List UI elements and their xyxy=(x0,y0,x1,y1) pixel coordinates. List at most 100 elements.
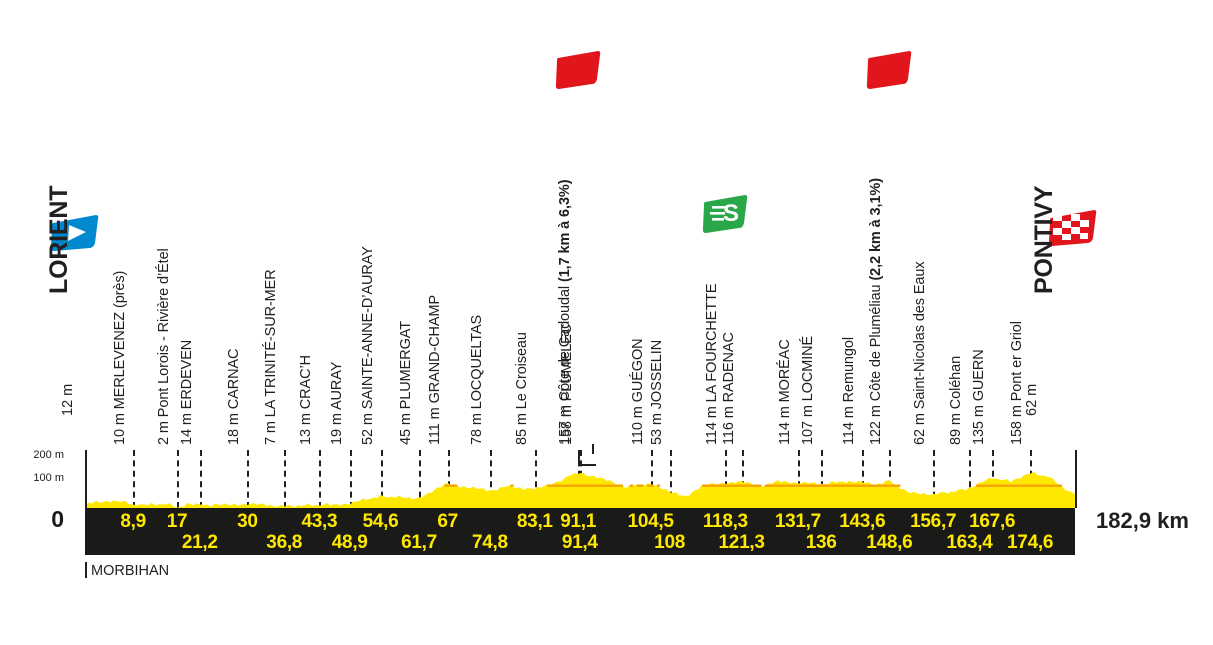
km-marker-label: 163,4 xyxy=(946,532,993,553)
town-altitude: 158 m xyxy=(1009,401,1026,445)
town-name: CRAC’H xyxy=(298,355,315,410)
town-label: 10 m MERLEVENEZ (près) xyxy=(112,271,128,445)
town-altitude: 89 m xyxy=(948,409,965,445)
elevation-profile-area xyxy=(85,450,1075,508)
town-label: 18 m CARNAC xyxy=(226,349,242,445)
town-name: Le Croiseau xyxy=(513,332,530,410)
climb-category-flag-icon xyxy=(555,48,601,94)
town-altitude: 107 m xyxy=(800,401,817,445)
marker-dash-line xyxy=(741,450,744,508)
town-altitude: 14 m xyxy=(178,409,195,445)
town-altitude: 13 m xyxy=(298,409,315,445)
km-marker-label: 118,3 xyxy=(702,511,748,532)
town-altitude: 2 m xyxy=(156,417,173,445)
km-marker-label: 108 xyxy=(654,532,685,553)
town-name: GUÉGON xyxy=(629,338,646,403)
marker-dash-line xyxy=(725,450,728,508)
department-tick xyxy=(85,562,87,578)
km-marker-label: 143,6 xyxy=(839,511,886,532)
total-distance: 182,9 km xyxy=(1096,508,1189,533)
km-marker-label: 83,1 xyxy=(516,511,553,532)
town-altitude: 18 m xyxy=(226,409,243,445)
town-label: 111 m GRAND-CHAMP xyxy=(427,295,443,445)
km-marker-label: 30 xyxy=(237,511,258,532)
town-altitude: 53 m xyxy=(648,409,665,445)
town-altitude: 122 m xyxy=(868,401,885,445)
town-altitude: 158 m xyxy=(558,401,575,445)
marker-dash-line xyxy=(199,450,202,508)
profile-area xyxy=(85,471,1075,508)
marker-dash-line xyxy=(797,450,800,508)
km-marker-label: 174,6 xyxy=(1007,532,1054,553)
axis-tick-100m: 100 m xyxy=(33,472,64,484)
town-altitude: 114 m xyxy=(776,402,793,445)
town-label: 114 m Remungol xyxy=(841,337,857,445)
town-name: CARNAC xyxy=(226,348,243,410)
marker-dash-line xyxy=(247,450,250,508)
town-name: PLUMERGAT xyxy=(397,320,414,410)
checkered-finish-flag-icon xyxy=(1048,208,1098,248)
svg-text:S: S xyxy=(723,200,739,227)
town-altitude: 62 m xyxy=(912,409,929,445)
town-label: 19 m AURAY xyxy=(329,362,345,445)
marker-dash-line xyxy=(669,450,672,508)
town-altitude: 10 m xyxy=(112,409,129,445)
km-marker-label: 91,1 xyxy=(560,511,596,532)
town-name: Pont er Griol xyxy=(1009,321,1026,402)
km-marker-label: 43,3 xyxy=(301,511,338,532)
town-name: Remungol xyxy=(841,337,858,403)
town-name: GRAND-CHAMP xyxy=(426,294,443,404)
km-marker-label: 136 xyxy=(805,532,837,553)
marker-dash-line xyxy=(821,450,824,508)
town-altitude: 114 m xyxy=(704,402,721,445)
km-marker-label: 21,2 xyxy=(181,532,218,553)
town-name: ERDEVEN xyxy=(178,339,195,410)
town-name: AURAY xyxy=(328,361,345,411)
town-altitude: 135 m xyxy=(971,401,988,445)
climb-stats: (1,7 km à 6,3%) xyxy=(557,179,574,283)
marker-dash-line xyxy=(650,450,653,508)
town-name: MORÉAC xyxy=(776,339,793,403)
km-marker-label: 36,8 xyxy=(266,532,303,553)
finish-axis-line xyxy=(1075,450,1077,508)
town-name: JOSSELIN xyxy=(648,339,665,410)
marker-dash-line xyxy=(862,450,865,508)
town-name: PLUMELEC xyxy=(558,323,575,402)
town-label: 62 m Saint-Nicolas des Eaux xyxy=(912,262,928,445)
town-altitude: 85 m xyxy=(513,409,530,445)
marker-dash-line xyxy=(380,450,383,508)
town-label: 13 m CRAC’H xyxy=(298,355,314,445)
marker-dash-line xyxy=(447,450,450,508)
km-marker-label: 74,8 xyxy=(471,532,508,553)
town-label: 53 m JOSSELIN xyxy=(649,340,665,445)
town-label: 2 m Pont Lorois - Rivière d’Étel xyxy=(156,248,172,445)
marker-dash-line xyxy=(133,450,136,508)
start-altitude: 12 m xyxy=(60,383,76,416)
marker-dash-line xyxy=(489,450,492,508)
distance-bar-background xyxy=(85,508,1075,555)
town-altitude: 7 m xyxy=(263,417,280,445)
finish-city-name: PONTIVY xyxy=(1030,185,1058,294)
town-label: 107 m LOCMINÉ xyxy=(800,336,816,445)
town-label: 158 m PLUMELEC xyxy=(559,324,575,445)
town-altitude: 111 m xyxy=(426,403,443,445)
town-label: 114 m MORÉAC xyxy=(777,339,793,445)
marker-dash-line xyxy=(349,450,352,508)
town-name: LA FOURCHETTE xyxy=(704,283,721,403)
town-label: 85 m Le Croiseau xyxy=(514,332,530,445)
town-name: RADENAC xyxy=(720,332,737,403)
start-flag-icon xyxy=(50,213,100,253)
marker-dash-line xyxy=(284,450,287,508)
department-name: MORBIHAN xyxy=(91,563,170,579)
town-name: LOCMINÉ xyxy=(800,335,817,402)
start-axis-line xyxy=(85,450,87,508)
town-name: Coléhan xyxy=(948,355,965,410)
km-marker-label: 148,6 xyxy=(866,532,913,553)
km-marker-label: 8,9 xyxy=(120,511,146,532)
km-marker-label: 17 xyxy=(166,511,188,532)
marker-dash-line xyxy=(933,450,936,508)
marker-dash-line xyxy=(969,450,972,508)
town-name: Pont Lorois - Rivière d’Étel xyxy=(156,248,173,418)
km-marker-label: 67 xyxy=(437,511,458,532)
